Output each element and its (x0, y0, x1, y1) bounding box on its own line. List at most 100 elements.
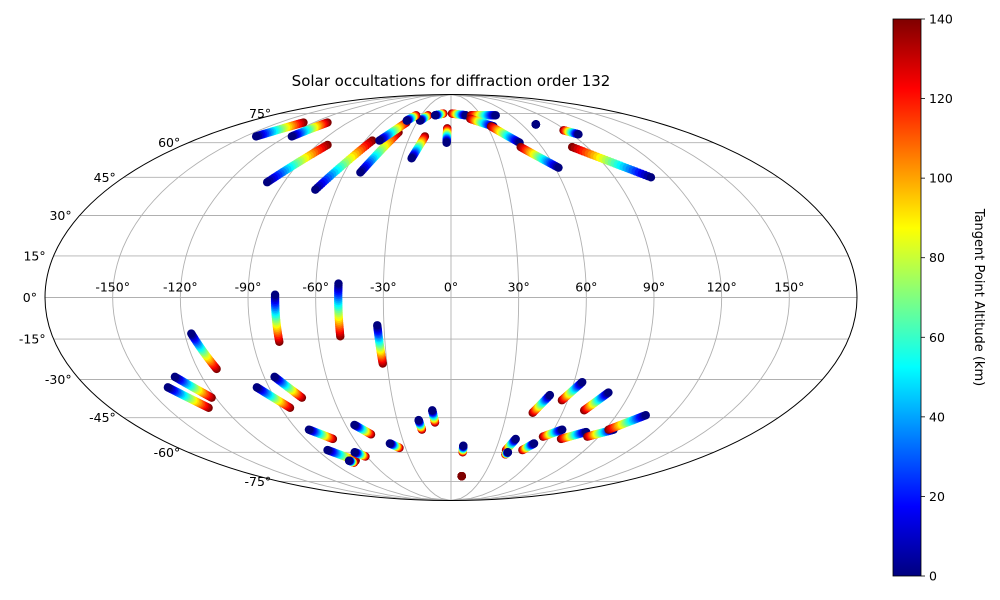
occultation-track (373, 321, 387, 368)
longitude-tick-label: -90° (235, 280, 262, 295)
occultation-track (457, 471, 466, 481)
occultation-point (350, 448, 359, 457)
chart-title: Solar occultations for diffraction order… (292, 72, 611, 90)
occultation-point (375, 136, 384, 145)
latitude-tick-label: -15° (19, 332, 46, 347)
occultation-track (528, 390, 555, 417)
occultation-track (344, 456, 359, 467)
colorbar-tick-label: 140 (929, 12, 953, 27)
latitude-tick-label: -60° (154, 445, 181, 460)
occultation-point (356, 168, 365, 177)
occultation-point (459, 441, 468, 450)
occultation-track (270, 372, 307, 402)
occultation-point (402, 116, 411, 125)
occultation-track (350, 420, 376, 439)
occultation-track (311, 136, 377, 194)
occultation-track (567, 142, 656, 182)
occultation-track (385, 439, 404, 453)
occultation-point (163, 383, 173, 392)
occultation-point (252, 383, 262, 392)
occultation-track (447, 109, 471, 120)
occultation-point (491, 111, 500, 120)
occultation-track (501, 448, 513, 459)
meridian-line (179, 94, 452, 501)
map-outline (44, 94, 858, 501)
occultation-point (287, 132, 297, 141)
occultation-track (270, 290, 284, 346)
occultation-track (375, 118, 411, 145)
longitude-tick-label: -120° (163, 280, 198, 295)
colorbar-gradient (892, 18, 922, 577)
occultation-track (356, 128, 403, 177)
latitude-tick-labels: -75° -60° -45° -30° -15° 0° 15° 30° 45° 60° 75° (19, 106, 271, 489)
occultation-track (486, 122, 524, 147)
latitude-tick-label: 45° (94, 170, 116, 185)
occultation-point (529, 439, 539, 448)
occultation-point (270, 372, 279, 382)
occultation-track (163, 383, 213, 412)
occultation-point (251, 132, 261, 141)
occultation-track (559, 126, 583, 139)
latitude-tick-label: 75° (249, 106, 271, 121)
colorbar-tick-label: 0 (929, 569, 937, 584)
meridian-line (450, 94, 587, 501)
colorbar-tick-label: 40 (929, 409, 945, 424)
occultation-track (334, 279, 345, 341)
meridian-line (450, 94, 723, 501)
occultation-point (641, 411, 650, 420)
meridian-line (382, 94, 452, 501)
occultation-point (430, 111, 440, 120)
colorbar-label: Tangent Point Altitude (km) (971, 208, 986, 386)
longitude-tick-label: 150° (774, 280, 804, 295)
occultation-track (252, 383, 295, 412)
colorbar: 0 20 40 60 80 100 120 140 Tangent Point Altitud… (892, 12, 986, 584)
meridian-line (450, 94, 655, 501)
longitude-tick-label: 30° (508, 280, 530, 295)
occultation-point (558, 425, 567, 434)
longitude-tick-label: -150° (95, 280, 130, 295)
occultation-point (334, 279, 343, 288)
latitude-tick-label: -30° (45, 372, 72, 387)
occultation-track (170, 372, 216, 402)
occultation-point (554, 163, 563, 172)
occultation-point (385, 439, 395, 448)
occultation-point (187, 329, 196, 338)
occultation-point (311, 185, 320, 194)
occultation-point (442, 138, 451, 147)
occultation-point (304, 425, 314, 434)
colorbar-tick-label: 120 (929, 91, 953, 106)
longitude-tick-label: 0° (444, 280, 458, 295)
occultation-point (604, 388, 613, 397)
occultation-point (262, 178, 272, 187)
occultation-point (578, 377, 587, 387)
colorbar-tick-label: 20 (929, 489, 945, 504)
occultation-point (574, 130, 583, 139)
occultation-point (545, 390, 555, 400)
occultation-track (538, 425, 567, 441)
occultation-point (170, 372, 180, 382)
occultation-track (458, 441, 468, 457)
occultation-point (457, 471, 466, 481)
occultation-point (414, 415, 423, 425)
occultation-track (350, 448, 370, 461)
colorbar-tick-label: 60 (929, 330, 945, 345)
longitude-tick-label: -60° (302, 280, 329, 295)
occultation-track (579, 388, 613, 415)
occultation-point (323, 445, 332, 455)
occultation-track (287, 118, 332, 141)
graticule (45, 94, 857, 501)
longitude-tick-label: 120° (707, 280, 737, 295)
occultation-track (187, 329, 221, 374)
latitude-tick-label: -45° (89, 410, 116, 425)
occultation-track (428, 406, 440, 427)
occultation-track (442, 124, 452, 147)
longitude-tick-label: 90° (643, 280, 665, 295)
occultation-point (373, 321, 382, 330)
occultation-track (516, 142, 563, 172)
meridian-line (247, 94, 452, 501)
occultation-point (344, 456, 354, 465)
occultation-track (304, 425, 338, 444)
colorbar-ticks: 0 20 40 60 80 100 120 140 (921, 12, 953, 584)
colorbar-tick-label: 100 (929, 171, 953, 186)
